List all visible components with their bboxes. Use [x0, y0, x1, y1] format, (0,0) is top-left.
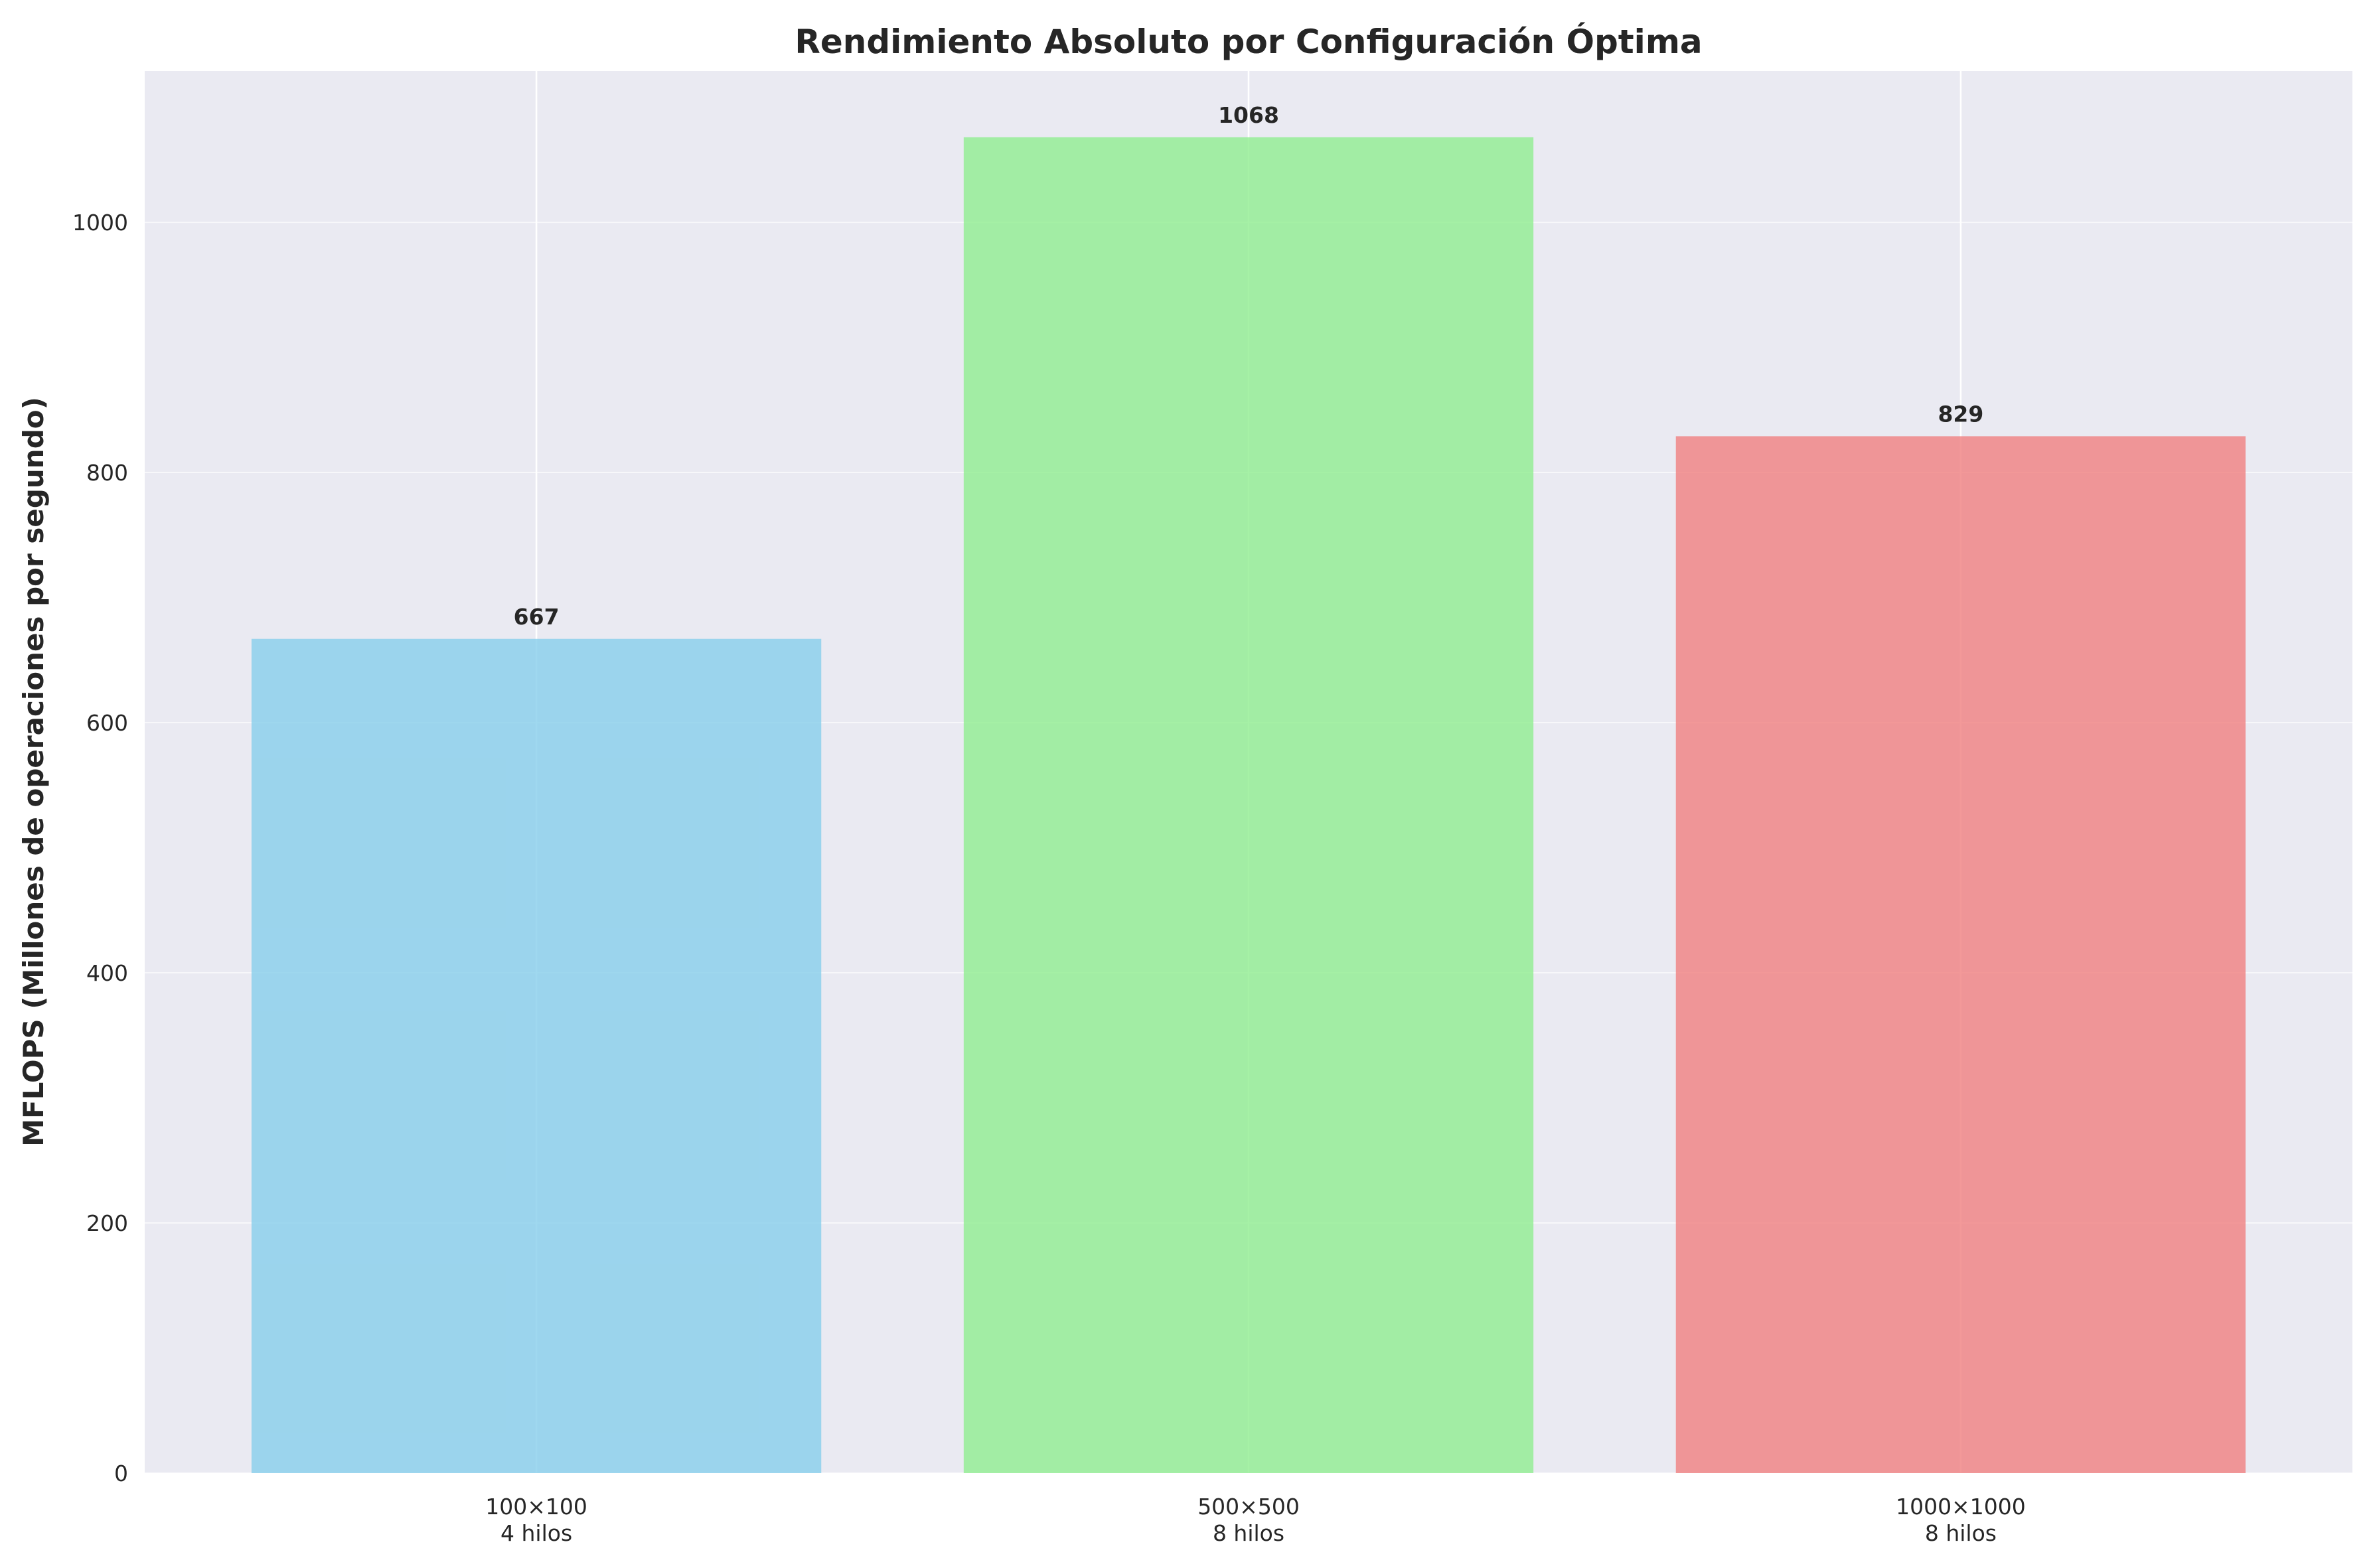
- data-labels: 667 1068 829: [514, 102, 1984, 630]
- bar-data-label: 667: [514, 604, 560, 630]
- bars: [251, 137, 2246, 1473]
- y-tick-label: 800: [86, 460, 128, 486]
- y-tick-label: 0: [114, 1461, 128, 1486]
- x-tick-sublabel: 4 hilos: [500, 1520, 572, 1546]
- chart-title: Rendimiento Absoluto por Configuración Ó…: [795, 22, 1702, 61]
- bar: [963, 137, 1534, 1473]
- x-tick-sublabel: 8 hilos: [1213, 1520, 1284, 1546]
- bar: [1675, 436, 2246, 1473]
- y-tick-label: 600: [86, 710, 128, 736]
- bar-data-label: 1068: [1218, 102, 1279, 128]
- y-tick-label: 400: [86, 960, 128, 986]
- y-axis-label: MFLOPS (Millones de operaciones por segu…: [17, 397, 50, 1147]
- x-tick-sublabel: 8 hilos: [1925, 1520, 1997, 1546]
- x-tick-label: 1000×1000: [1896, 1494, 2026, 1520]
- y-tick-label: 200: [86, 1210, 128, 1236]
- x-tick-label: 100×100: [485, 1494, 587, 1520]
- y-tick-label: 1000: [72, 210, 128, 236]
- bar-data-label: 829: [1938, 401, 1983, 427]
- y-tick-labels: 0 200 400 600 800 1000: [72, 210, 128, 1486]
- bar: [251, 638, 822, 1473]
- x-tick-label: 500×500: [1197, 1494, 1300, 1520]
